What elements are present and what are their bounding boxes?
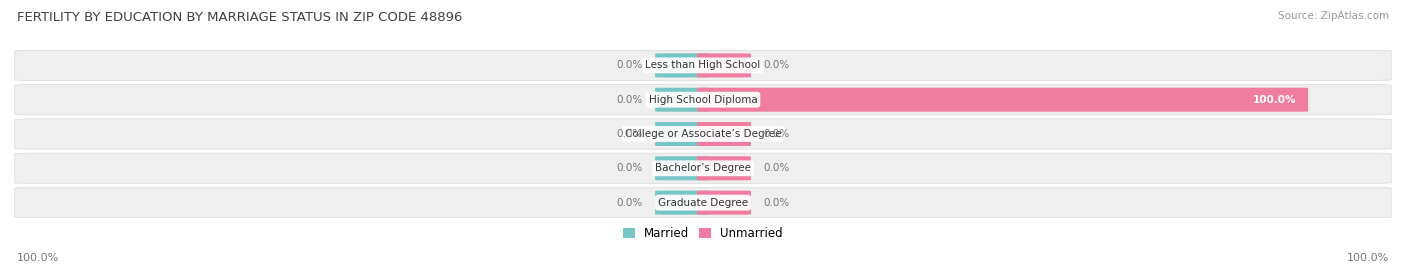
- FancyBboxPatch shape: [14, 153, 1392, 183]
- FancyBboxPatch shape: [697, 53, 751, 77]
- Text: FERTILITY BY EDUCATION BY MARRIAGE STATUS IN ZIP CODE 48896: FERTILITY BY EDUCATION BY MARRIAGE STATU…: [17, 11, 463, 24]
- Text: Source: ZipAtlas.com: Source: ZipAtlas.com: [1278, 11, 1389, 21]
- Text: 0.0%: 0.0%: [617, 163, 643, 173]
- Text: 0.0%: 0.0%: [763, 163, 789, 173]
- Text: 100.0%: 100.0%: [1253, 95, 1296, 105]
- Text: 100.0%: 100.0%: [17, 253, 59, 263]
- Text: 100.0%: 100.0%: [1347, 253, 1389, 263]
- Text: Graduate Degree: Graduate Degree: [658, 198, 748, 208]
- Text: 0.0%: 0.0%: [617, 129, 643, 139]
- Legend: Married, Unmarried: Married, Unmarried: [619, 222, 787, 245]
- FancyBboxPatch shape: [655, 53, 709, 77]
- FancyBboxPatch shape: [14, 50, 1392, 80]
- FancyBboxPatch shape: [14, 188, 1392, 218]
- Text: 0.0%: 0.0%: [763, 60, 789, 70]
- FancyBboxPatch shape: [655, 122, 709, 146]
- FancyBboxPatch shape: [697, 191, 751, 215]
- Text: 0.0%: 0.0%: [763, 198, 789, 208]
- Text: College or Associate’s Degree: College or Associate’s Degree: [624, 129, 782, 139]
- FancyBboxPatch shape: [655, 156, 709, 180]
- FancyBboxPatch shape: [14, 119, 1392, 149]
- FancyBboxPatch shape: [14, 85, 1392, 115]
- Text: Bachelor’s Degree: Bachelor’s Degree: [655, 163, 751, 173]
- Text: 0.0%: 0.0%: [617, 198, 643, 208]
- FancyBboxPatch shape: [697, 156, 751, 180]
- Text: 0.0%: 0.0%: [763, 129, 789, 139]
- Text: High School Diploma: High School Diploma: [648, 95, 758, 105]
- Text: 0.0%: 0.0%: [617, 60, 643, 70]
- FancyBboxPatch shape: [697, 88, 1308, 112]
- FancyBboxPatch shape: [655, 191, 709, 215]
- FancyBboxPatch shape: [697, 122, 751, 146]
- Text: Less than High School: Less than High School: [645, 60, 761, 70]
- FancyBboxPatch shape: [655, 88, 709, 112]
- Text: 0.0%: 0.0%: [617, 95, 643, 105]
